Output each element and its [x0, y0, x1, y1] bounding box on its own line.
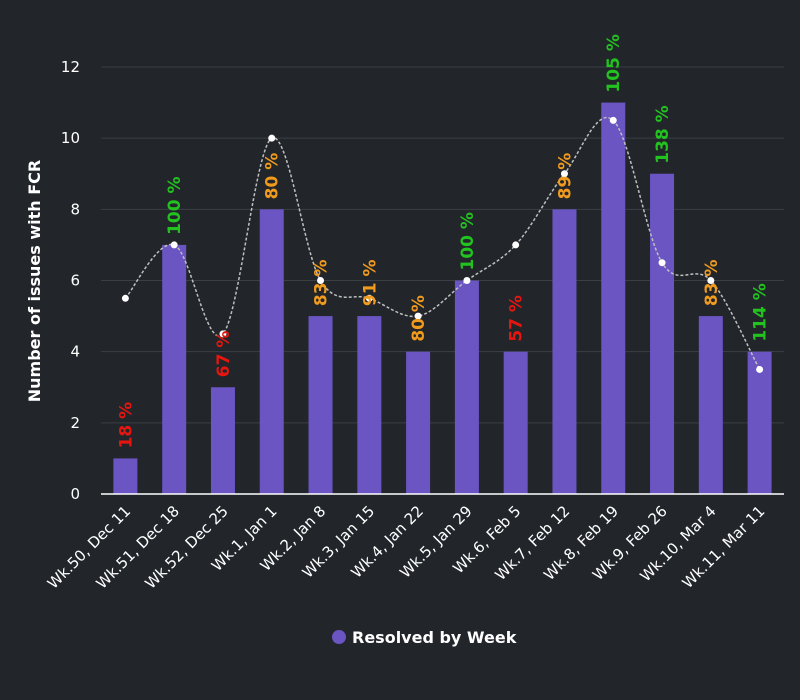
legend[interactable]: Resolved by Week	[332, 628, 517, 647]
legend-label: Resolved by Week	[352, 628, 517, 647]
trend-point[interactable]	[268, 134, 276, 142]
bar[interactable]	[601, 102, 626, 494]
bar[interactable]	[210, 387, 235, 494]
bar[interactable]	[259, 209, 284, 495]
bar[interactable]	[357, 316, 382, 494]
data-label: 80 %	[263, 153, 283, 200]
data-label: 114 %	[751, 283, 771, 341]
trend-point[interactable]	[609, 116, 617, 124]
y-axis-label: Number of issues with FCR	[25, 160, 44, 402]
trend-point[interactable]	[414, 312, 422, 320]
bar[interactable]	[113, 458, 138, 494]
trend-line	[121, 116, 764, 373]
trend-point[interactable]	[560, 170, 568, 178]
bar[interactable]	[308, 316, 333, 494]
trend-point[interactable]	[317, 277, 325, 284]
gridlines	[101, 66, 784, 424]
data-label: 67 %	[214, 331, 234, 378]
trend-point[interactable]	[365, 294, 373, 302]
trend-point[interactable]	[219, 330, 227, 338]
x-tick-label: Wk.51, Dec 18	[93, 502, 183, 592]
bar[interactable]	[650, 173, 675, 494]
trend-point[interactable]	[707, 277, 715, 284]
trend-point[interactable]	[756, 365, 764, 373]
bar[interactable]	[406, 351, 431, 494]
trend-point[interactable]	[121, 294, 129, 302]
y-tick-label: 10	[61, 129, 80, 147]
x-tick-label: Wk.50, Dec 11	[44, 502, 134, 592]
data-labels: 18 % 100 % 67 % 80 % 83 % 91 % 80 % 100 % 57 % 89…	[116, 34, 770, 448]
y-tick-label: 2	[70, 414, 80, 432]
bar[interactable]	[747, 351, 772, 494]
data-label: 100 %	[165, 176, 185, 234]
x-tick-label: Wk.52, Dec 25	[141, 502, 231, 592]
bar[interactable]	[503, 351, 528, 494]
data-label: 89 %	[555, 153, 575, 200]
bars	[113, 102, 772, 495]
data-label: 83 %	[312, 259, 332, 306]
data-label: 83 %	[702, 259, 722, 306]
y-axis-ticks: 0 2 4 6 8 10 12	[61, 58, 80, 503]
trend-point[interactable]	[512, 241, 520, 249]
trend-point[interactable]	[463, 277, 471, 284]
data-label: 138 %	[653, 105, 673, 163]
data-label: 105 %	[604, 34, 624, 92]
y-tick-label: 8	[70, 200, 80, 218]
data-label: 80 %	[409, 295, 429, 342]
bar[interactable]	[454, 280, 479, 495]
data-label: 91 %	[360, 259, 380, 306]
y-tick-label: 0	[70, 485, 80, 503]
data-label: 57 %	[507, 295, 527, 342]
y-tick-label: 12	[61, 58, 80, 76]
trend-point[interactable]	[170, 241, 178, 249]
legend-swatch	[332, 630, 346, 644]
y-tick-label: 6	[70, 272, 80, 290]
bar[interactable]	[552, 209, 577, 495]
data-label: 18 %	[116, 402, 136, 449]
y-tick-label: 4	[70, 343, 80, 361]
bar[interactable]	[162, 244, 187, 494]
bar[interactable]	[698, 316, 723, 494]
data-label: 100 %	[458, 212, 478, 270]
trend-point[interactable]	[658, 259, 666, 267]
